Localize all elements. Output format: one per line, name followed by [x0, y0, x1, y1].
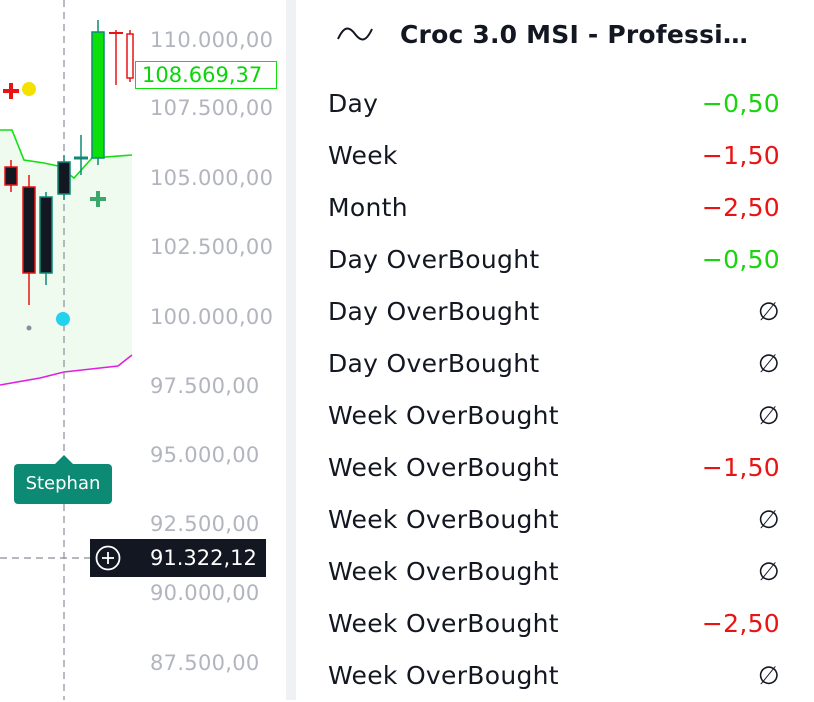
chart-pane[interactable]: 110.000,00 107.500,00 105.000,00 102.500…	[0, 0, 286, 700]
plus-circle-icon[interactable]	[95, 545, 121, 571]
price-scale-label: 87.500,00	[150, 651, 260, 675]
indicator-title: Croc 3.0 MSI - Professi…	[400, 19, 749, 49]
price-scale-label: 95.000,00	[150, 443, 260, 467]
price-scale-label: 102.500,00	[150, 235, 274, 259]
row-value: −1,50	[701, 453, 780, 482]
row-label: Week OverBought	[328, 453, 559, 482]
indicator-row: Month −2,50	[328, 182, 780, 234]
indicator-header[interactable]: Croc 3.0 MSI - Professi…	[336, 14, 748, 54]
upper-band-line	[0, 129, 133, 180]
row-label: Week OverBought	[328, 505, 559, 534]
row-label: Week OverBought	[328, 609, 559, 638]
cyan-dot-marker	[56, 312, 70, 326]
indicator-row: Week OverBought ∅	[328, 546, 780, 598]
row-value: ∅	[757, 661, 780, 690]
row-label: Month	[328, 193, 408, 222]
row-value: −0,50	[701, 89, 780, 118]
price-scale-label: 105.000,00	[150, 166, 274, 190]
indicator-row: Week −1,50	[328, 130, 780, 182]
row-value: −1,50	[701, 141, 780, 170]
row-value: −2,50	[701, 193, 780, 222]
row-value: ∅	[757, 349, 780, 378]
candle	[57, 155, 71, 200]
price-scale-label: 97.500,00	[150, 374, 260, 398]
row-label: Day OverBought	[328, 297, 540, 326]
last-price-label: 108.669,37	[135, 61, 277, 89]
price-scale-label: 90.000,00	[150, 581, 260, 605]
candle	[91, 20, 105, 165]
indicator-values-pane: Croc 3.0 MSI - Professi… Day −0,50 Week −1,…	[296, 0, 814, 700]
row-value: −0,50	[701, 245, 780, 274]
candle	[39, 192, 53, 285]
yellow-dot-marker	[22, 82, 36, 96]
candle	[22, 175, 36, 305]
row-value: ∅	[757, 505, 780, 534]
row-label: Week OverBought	[328, 661, 559, 690]
price-chart[interactable]	[0, 0, 286, 700]
indicator-row: Week OverBought ∅	[328, 650, 780, 702]
indicator-row: Week OverBought −2,50	[328, 598, 780, 650]
sell-cross-marker	[3, 83, 19, 99]
indicator-row: Day −0,50	[328, 78, 780, 130]
price-scale-label: 92.500,00	[150, 512, 260, 536]
row-label: Day OverBought	[328, 245, 540, 274]
row-value: ∅	[757, 401, 780, 430]
buy-cross-marker	[90, 191, 106, 207]
price-scale-label: 107.500,00	[150, 96, 274, 120]
row-label: Week	[328, 141, 398, 170]
grey-dot-marker	[26, 325, 32, 331]
indicator-row: Week OverBought ∅	[328, 494, 780, 546]
row-value: ∅	[757, 557, 780, 586]
pane-divider[interactable]	[286, 0, 296, 700]
row-label: Day	[328, 89, 379, 118]
indicator-row: Day OverBought −0,50	[328, 234, 780, 286]
user-tag[interactable]: Stephan	[14, 455, 112, 504]
price-scale-label: 110.000,00	[150, 28, 274, 52]
candle	[109, 30, 123, 85]
price-scale-label: 100.000,00	[150, 305, 274, 329]
indicator-row: Week OverBought ∅	[328, 390, 780, 442]
indicator-row: Week OverBought −1,50	[328, 442, 780, 494]
row-value: ∅	[757, 297, 780, 326]
row-label: Week OverBought	[328, 557, 559, 586]
candle	[126, 30, 134, 82]
indicator-row: Day OverBought ∅	[328, 338, 780, 390]
wave-icon	[336, 24, 374, 44]
crosshair-price-label: 91.322,12	[90, 539, 266, 577]
candle	[4, 160, 18, 192]
row-label: Week OverBought	[328, 401, 559, 430]
candle	[74, 135, 88, 175]
row-value: −2,50	[701, 609, 780, 638]
crosshair-price-value: 91.322,12	[150, 546, 257, 570]
indicator-row: Day OverBought ∅	[328, 286, 780, 338]
row-label: Day OverBought	[328, 349, 540, 378]
